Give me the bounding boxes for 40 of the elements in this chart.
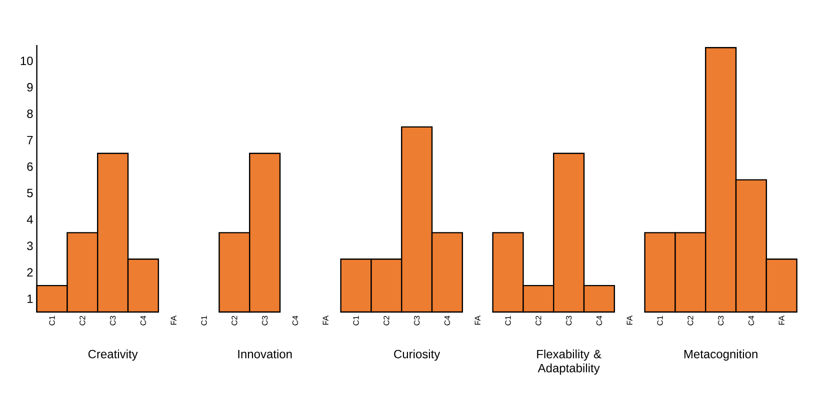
x-tick-label: FA [626,316,632,325]
x-tick-label: C2 [384,316,390,326]
x-tick-label: C1 [657,316,663,326]
text: Flexability & Adaptability [537,350,602,375]
y-tick-label: 5 [27,188,33,198]
x-tick-label: C3 [414,316,420,326]
y-tick-label: 1 [28,294,33,303]
y-tick-label: 10 [20,56,33,66]
x-tick-label: C3 [718,316,724,326]
x-tick-label: C1 [505,316,511,326]
x-tick-label: C3 [110,316,116,326]
text: Innovation [238,350,292,358]
x-tick-label: FA [778,316,784,325]
x-tick-label: C4 [444,316,450,326]
x-tick-label: FA [322,316,328,325]
y-tick-label: 6 [27,162,33,171]
x-tick-label: C4 [140,316,146,326]
x-tick-label: C3 [262,316,268,326]
x-tick-label: C4 [292,316,298,326]
text: Creativity [88,350,138,361]
text: Curiosity [394,350,440,361]
x-tick-label: C3 [566,316,572,326]
x-tick-label: C2 [80,316,86,326]
text: Metacognition [684,350,758,361]
y-tick-label: 8 [27,109,33,118]
x-tick-label: FA [474,316,480,325]
y-tick-label: 4 [26,215,33,224]
x-tick-label: C2 [232,316,238,326]
x-tick-label: C2 [688,316,694,326]
y-tick-label: 3 [27,242,33,250]
x-tick-label: C2 [536,316,542,326]
x-tick-label: C4 [596,316,602,326]
y-tick-label: 9 [27,83,33,92]
x-tick-label: C4 [748,316,754,326]
x-tick-label: C1 [49,316,55,326]
x-tick-label: C1 [353,316,359,326]
x-tick-label: C1 [201,316,207,326]
x-tick-label: FA [170,316,176,325]
y-tick-label: 2 [27,268,33,277]
y-tick-label: 7 [27,136,33,144]
